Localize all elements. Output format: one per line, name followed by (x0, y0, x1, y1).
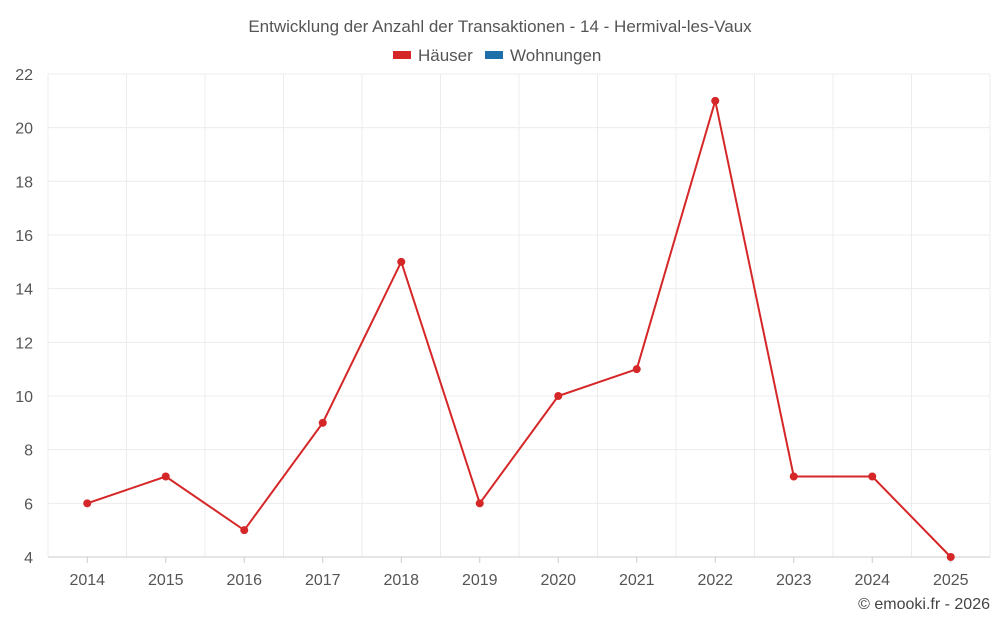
y-tick-label: 10 (15, 389, 33, 406)
data-point (83, 499, 92, 508)
y-tick-label: 12 (15, 335, 33, 352)
grid (47, 73, 991, 557)
y-tick-label: 6 (24, 496, 33, 513)
x-tick-label: 2025 (933, 572, 969, 589)
x-tick-label: 2018 (383, 572, 419, 589)
legend-label: Häuser (418, 46, 473, 65)
data-point (632, 365, 641, 374)
data-point (397, 257, 406, 266)
legend-swatch (485, 51, 503, 59)
y-tick-label: 22 (15, 67, 33, 84)
x-tick-label: 2019 (462, 572, 498, 589)
y-tick-label: 16 (15, 228, 33, 245)
data-point (711, 96, 720, 105)
y-tick-label: 20 (15, 121, 33, 138)
data-point (789, 472, 798, 481)
data-point (868, 472, 877, 481)
y-tick-label: 8 (24, 443, 33, 460)
series-line (86, 100, 952, 558)
x-tick-label: 2014 (69, 572, 105, 589)
y-tick-label: 14 (15, 282, 33, 299)
y-tick-label: 4 (24, 550, 33, 567)
data-point (554, 392, 563, 400)
data-point (240, 526, 249, 535)
x-tick-label: 2024 (854, 572, 890, 589)
legend-label: Wohnungen (510, 46, 601, 65)
legend: Häuser Wohnungen (393, 46, 601, 65)
x-tick-label: 2021 (619, 572, 655, 589)
legend-swatch (393, 51, 411, 59)
data-point (946, 553, 955, 561)
x-tick-label: 2020 (540, 572, 576, 589)
x-tick-label: 2015 (148, 572, 184, 589)
x-tick-label: 2016 (226, 572, 262, 589)
data-point (475, 499, 484, 508)
x-tick-label: 2022 (697, 572, 733, 589)
data-point (161, 472, 170, 481)
data-point (318, 418, 327, 427)
y-tick-label: 18 (15, 174, 33, 191)
series (83, 96, 955, 561)
x-tick-label: 2023 (776, 572, 812, 589)
credit-text: © emooki.fr - 2026 (858, 596, 990, 613)
x-tick-label: 2017 (305, 572, 341, 589)
chart-title: Entwicklung der Anzahl der Transaktionen… (248, 17, 752, 36)
